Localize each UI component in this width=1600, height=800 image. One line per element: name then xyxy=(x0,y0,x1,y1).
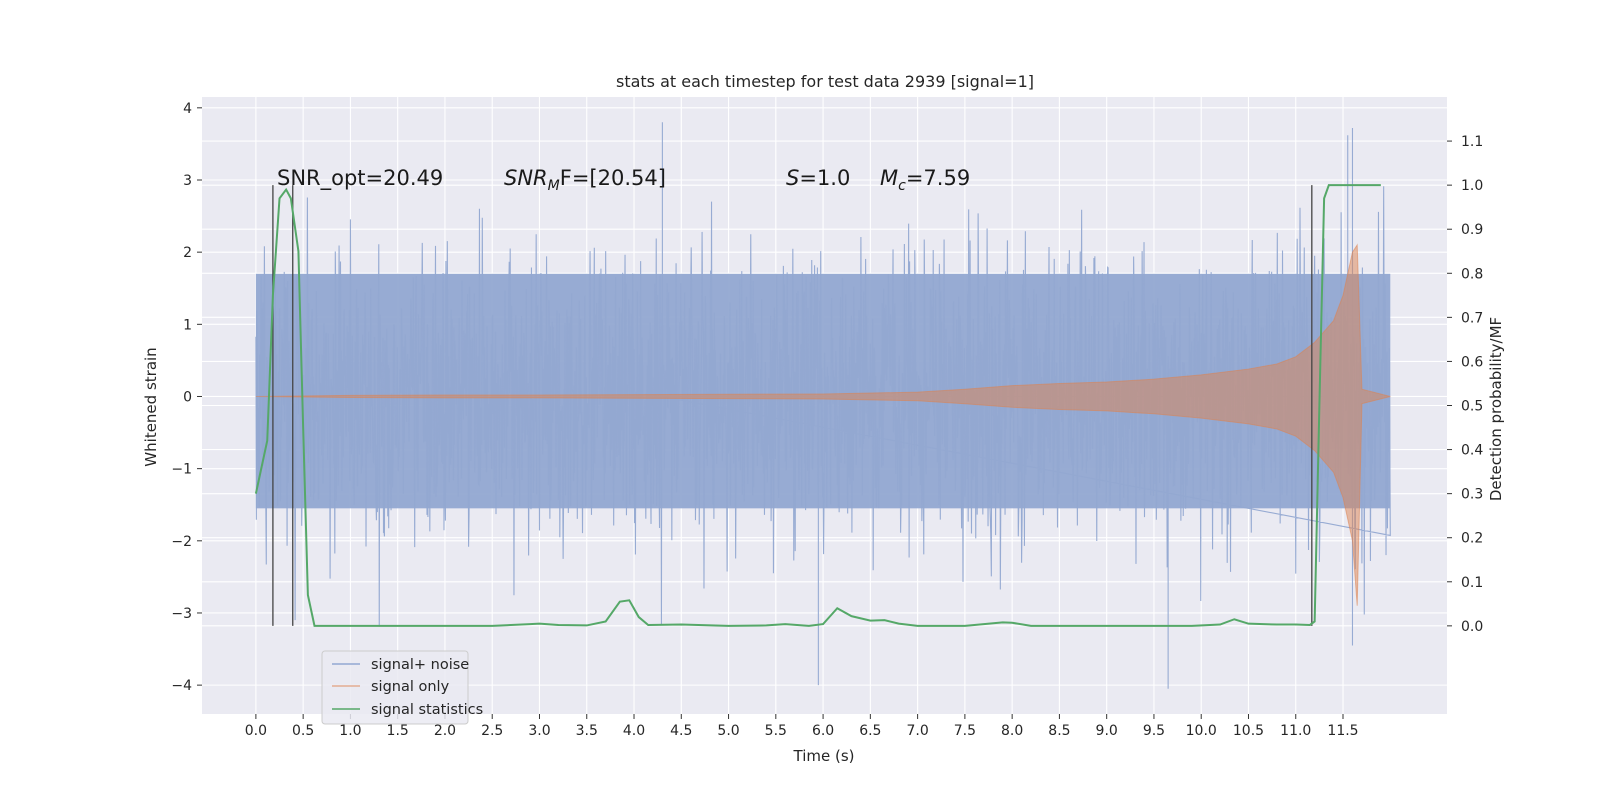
x-tick-label: 9.5 xyxy=(1143,723,1165,739)
y-tick-label: 1 xyxy=(183,317,192,333)
x-tick-label: 7.0 xyxy=(906,723,928,739)
x-tick-label: 9.0 xyxy=(1096,723,1118,739)
y-axis-label: Whitened strain xyxy=(142,347,160,466)
y2-tick-label: 0.7 xyxy=(1461,310,1483,326)
legend-box xyxy=(321,650,469,725)
y2-tick-label: 0.4 xyxy=(1461,443,1483,459)
x-tick-label: 0.5 xyxy=(292,723,314,739)
legend-label-signal-statistics: signal statistics xyxy=(371,702,483,718)
y2-tick-label: 0.1 xyxy=(1461,575,1483,591)
annotation-s: S=1.0 xyxy=(786,166,850,190)
annotation-snr-mf-sub: M xyxy=(548,178,560,194)
x-tick-label: 11.5 xyxy=(1327,723,1358,739)
annotation-snr-opt: SNR_opt=20.49 xyxy=(277,166,443,191)
y-tick-label: −1 xyxy=(171,462,192,478)
x-tick-label: 4.5 xyxy=(670,723,692,739)
annotation-mc-value: =7.59 xyxy=(906,166,970,190)
annotation-snr-mf: SNRMF=[20.54] xyxy=(504,166,666,194)
legend: signal+ noise signal only signal statist… xyxy=(321,650,483,725)
y2-tick-label: 0.5 xyxy=(1461,399,1483,415)
x-tick-label: 4.0 xyxy=(623,723,645,739)
x-tick-label: 10.5 xyxy=(1233,723,1264,739)
y2-tick-label: 1.0 xyxy=(1461,178,1483,194)
x-tick-label: 5.5 xyxy=(765,723,787,739)
annotations: SNR_opt=20.49 SNRMF=[20.54] S=1.0 Mc=7.5… xyxy=(277,166,970,194)
annotation-s-value: =1.0 xyxy=(799,166,850,190)
legend-label-signal-noise: signal+ noise xyxy=(371,657,469,673)
y2-tick-label: 0.0 xyxy=(1461,619,1483,635)
y2-tick-label: 0.3 xyxy=(1461,487,1483,503)
y-tick-label: 4 xyxy=(183,101,192,117)
series-layer xyxy=(254,122,1391,689)
y-tick-label: 2 xyxy=(183,245,192,261)
y-tick-label: 3 xyxy=(183,173,192,189)
x-tick-label: 8.0 xyxy=(1001,723,1023,739)
y2-axis-label: Detection probability/MF xyxy=(1487,317,1505,501)
y-tick-label: −3 xyxy=(171,606,192,622)
legend-label-signal-only: signal only xyxy=(371,679,450,695)
y2-tick-label: 1.1 xyxy=(1461,134,1483,150)
series-signal-statistics xyxy=(254,184,1381,627)
y2-tick-label: 0.2 xyxy=(1461,531,1483,547)
annotation-snr-mf-base: SNR xyxy=(504,166,548,190)
x-tick-label: 7.5 xyxy=(954,723,976,739)
x-tick-label: 10.0 xyxy=(1186,723,1217,739)
y-tick-label: −2 xyxy=(171,534,192,550)
annotation-s-label: S xyxy=(786,166,799,190)
x-tick-label: 5.0 xyxy=(717,723,739,739)
x-tick-label: 6.5 xyxy=(859,723,881,739)
y2-tick-label: 0.8 xyxy=(1461,266,1483,282)
x-tick-label: 2.0 xyxy=(434,723,456,739)
x-tick-label: 2.5 xyxy=(481,723,503,739)
x-axis-label: Time (s) xyxy=(793,747,855,765)
x-tick-label: 3.0 xyxy=(528,723,550,739)
annotation-mc-label: M xyxy=(880,166,898,190)
annotation-mc-sub: c xyxy=(898,178,906,194)
annotation-mc: Mc=7.59 xyxy=(880,166,970,194)
tick-layer: 0.0 0.5 1.0 1.5 2.0 2.5 3.0 3.5 4.0 4.5 5.0 5.5 6.0 6… xyxy=(171,101,1483,739)
x-tick-label: 8.5 xyxy=(1048,723,1070,739)
x-tick-label: 3.5 xyxy=(576,723,598,739)
x-tick-label: 1.5 xyxy=(387,723,409,739)
x-tick-label: 0.0 xyxy=(245,723,267,739)
series-signal-only xyxy=(255,243,1391,606)
y-tick-label: 0 xyxy=(183,389,192,405)
annotation-snr-mf-rest: F=[20.54] xyxy=(560,166,666,190)
y-tick-label: −4 xyxy=(171,678,192,694)
x-tick-label: 1.0 xyxy=(339,723,361,739)
x-tick-label: 11.0 xyxy=(1280,723,1311,739)
chart-title: stats at each timestep for test data 293… xyxy=(616,72,1034,91)
y2-tick-label: 0.9 xyxy=(1461,222,1483,238)
y2-tick-label: 0.6 xyxy=(1461,354,1483,370)
x-tick-label: 6.0 xyxy=(812,723,834,739)
